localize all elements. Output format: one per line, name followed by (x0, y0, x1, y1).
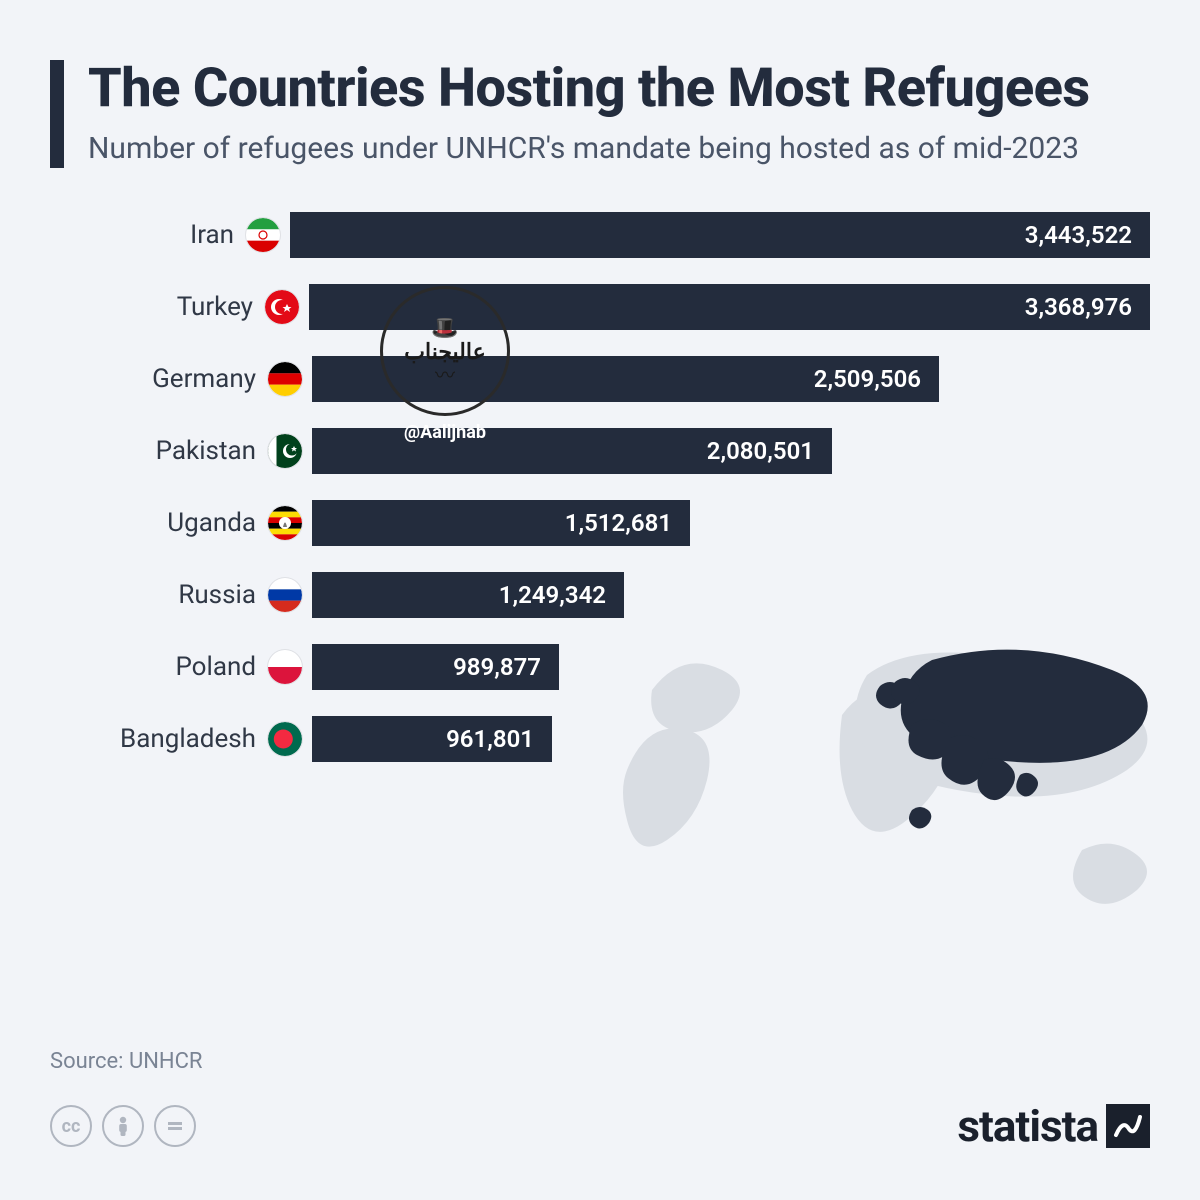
bar-value: 2,080,501 (707, 437, 832, 465)
bar: 1,249,342 (312, 572, 624, 618)
bar-track: 961,801 (312, 716, 1150, 762)
bar-track: 3,443,522 (290, 212, 1150, 258)
bar-track: 1,249,342 (312, 572, 1150, 618)
bar-value: 1,249,342 (499, 581, 624, 609)
cc-icon: cc (50, 1105, 92, 1147)
brand: statista (957, 1100, 1150, 1152)
country-label: Germany (50, 364, 268, 394)
chart-row: Turkey 3,368,976 (50, 276, 1150, 338)
bar: 989,877 (312, 644, 559, 690)
bar: 3,368,976 (309, 284, 1150, 330)
flag-icon (265, 290, 299, 324)
title-block: The Countries Hosting the Most Refugees … (50, 60, 1150, 168)
chart-row: Poland 989,877 (50, 636, 1150, 698)
country-label: Poland (50, 652, 268, 682)
chart-row: Pakistan 2,080,501 (50, 420, 1150, 482)
chart-row: Germany 2,509,506 (50, 348, 1150, 410)
flag-icon (268, 650, 302, 684)
flag-icon (268, 722, 302, 756)
chart-row: Uganda 1,512,681 (50, 492, 1150, 554)
page-subtitle: Number of refugees under UNHCR's mandate… (88, 130, 1150, 168)
chart-row: Russia 1,249,342 (50, 564, 1150, 626)
flag-icon (246, 218, 280, 252)
bar-value: 989,877 (453, 653, 559, 681)
flag-icon (268, 506, 302, 540)
brand-mark-icon (1106, 1104, 1150, 1148)
brand-name: statista (957, 1100, 1098, 1152)
bar-track: 989,877 (312, 644, 1150, 690)
chart-row: Bangladesh 961,801 (50, 708, 1150, 770)
bar-track: 3,368,976 (309, 284, 1150, 330)
bar-track: 2,080,501 (312, 428, 1150, 474)
bar-value: 1,512,681 (565, 509, 690, 537)
bar-value: 3,368,976 (1025, 293, 1150, 321)
country-label: Iran (50, 220, 246, 250)
country-label: Pakistan (50, 436, 268, 466)
country-label: Bangladesh (50, 724, 268, 754)
source-label: Source: UNHCR (50, 1049, 1150, 1074)
flag-icon (268, 362, 302, 396)
bar-chart: Iran 3,443,522 Turkey 3,368,976 Germany … (50, 204, 1150, 770)
footer: Source: UNHCR cc statista (50, 1049, 1150, 1152)
nd-icon (154, 1105, 196, 1147)
country-label: Turkey (50, 292, 265, 322)
bar-value: 3,443,522 (1025, 221, 1150, 249)
bar-track: 1,512,681 (312, 500, 1150, 546)
chart-row: Iran 3,443,522 (50, 204, 1150, 266)
page-title: The Countries Hosting the Most Refugees (88, 60, 1150, 118)
flag-icon (268, 434, 302, 468)
license-icons: cc (50, 1105, 196, 1147)
bar: 2,509,506 (312, 356, 939, 402)
bar-track: 2,509,506 (312, 356, 1150, 402)
by-icon (102, 1105, 144, 1147)
bar: 1,512,681 (312, 500, 690, 546)
infographic-page: The Countries Hosting the Most Refugees … (0, 0, 1200, 1200)
footer-row: cc statista (50, 1100, 1150, 1152)
flag-icon (268, 578, 302, 612)
bar-value: 2,509,506 (814, 365, 939, 393)
bar-value: 961,801 (446, 725, 552, 753)
bar: 2,080,501 (312, 428, 832, 474)
bar: 961,801 (312, 716, 552, 762)
country-label: Uganda (50, 508, 268, 538)
bar: 3,443,522 (290, 212, 1150, 258)
country-label: Russia (50, 580, 268, 610)
